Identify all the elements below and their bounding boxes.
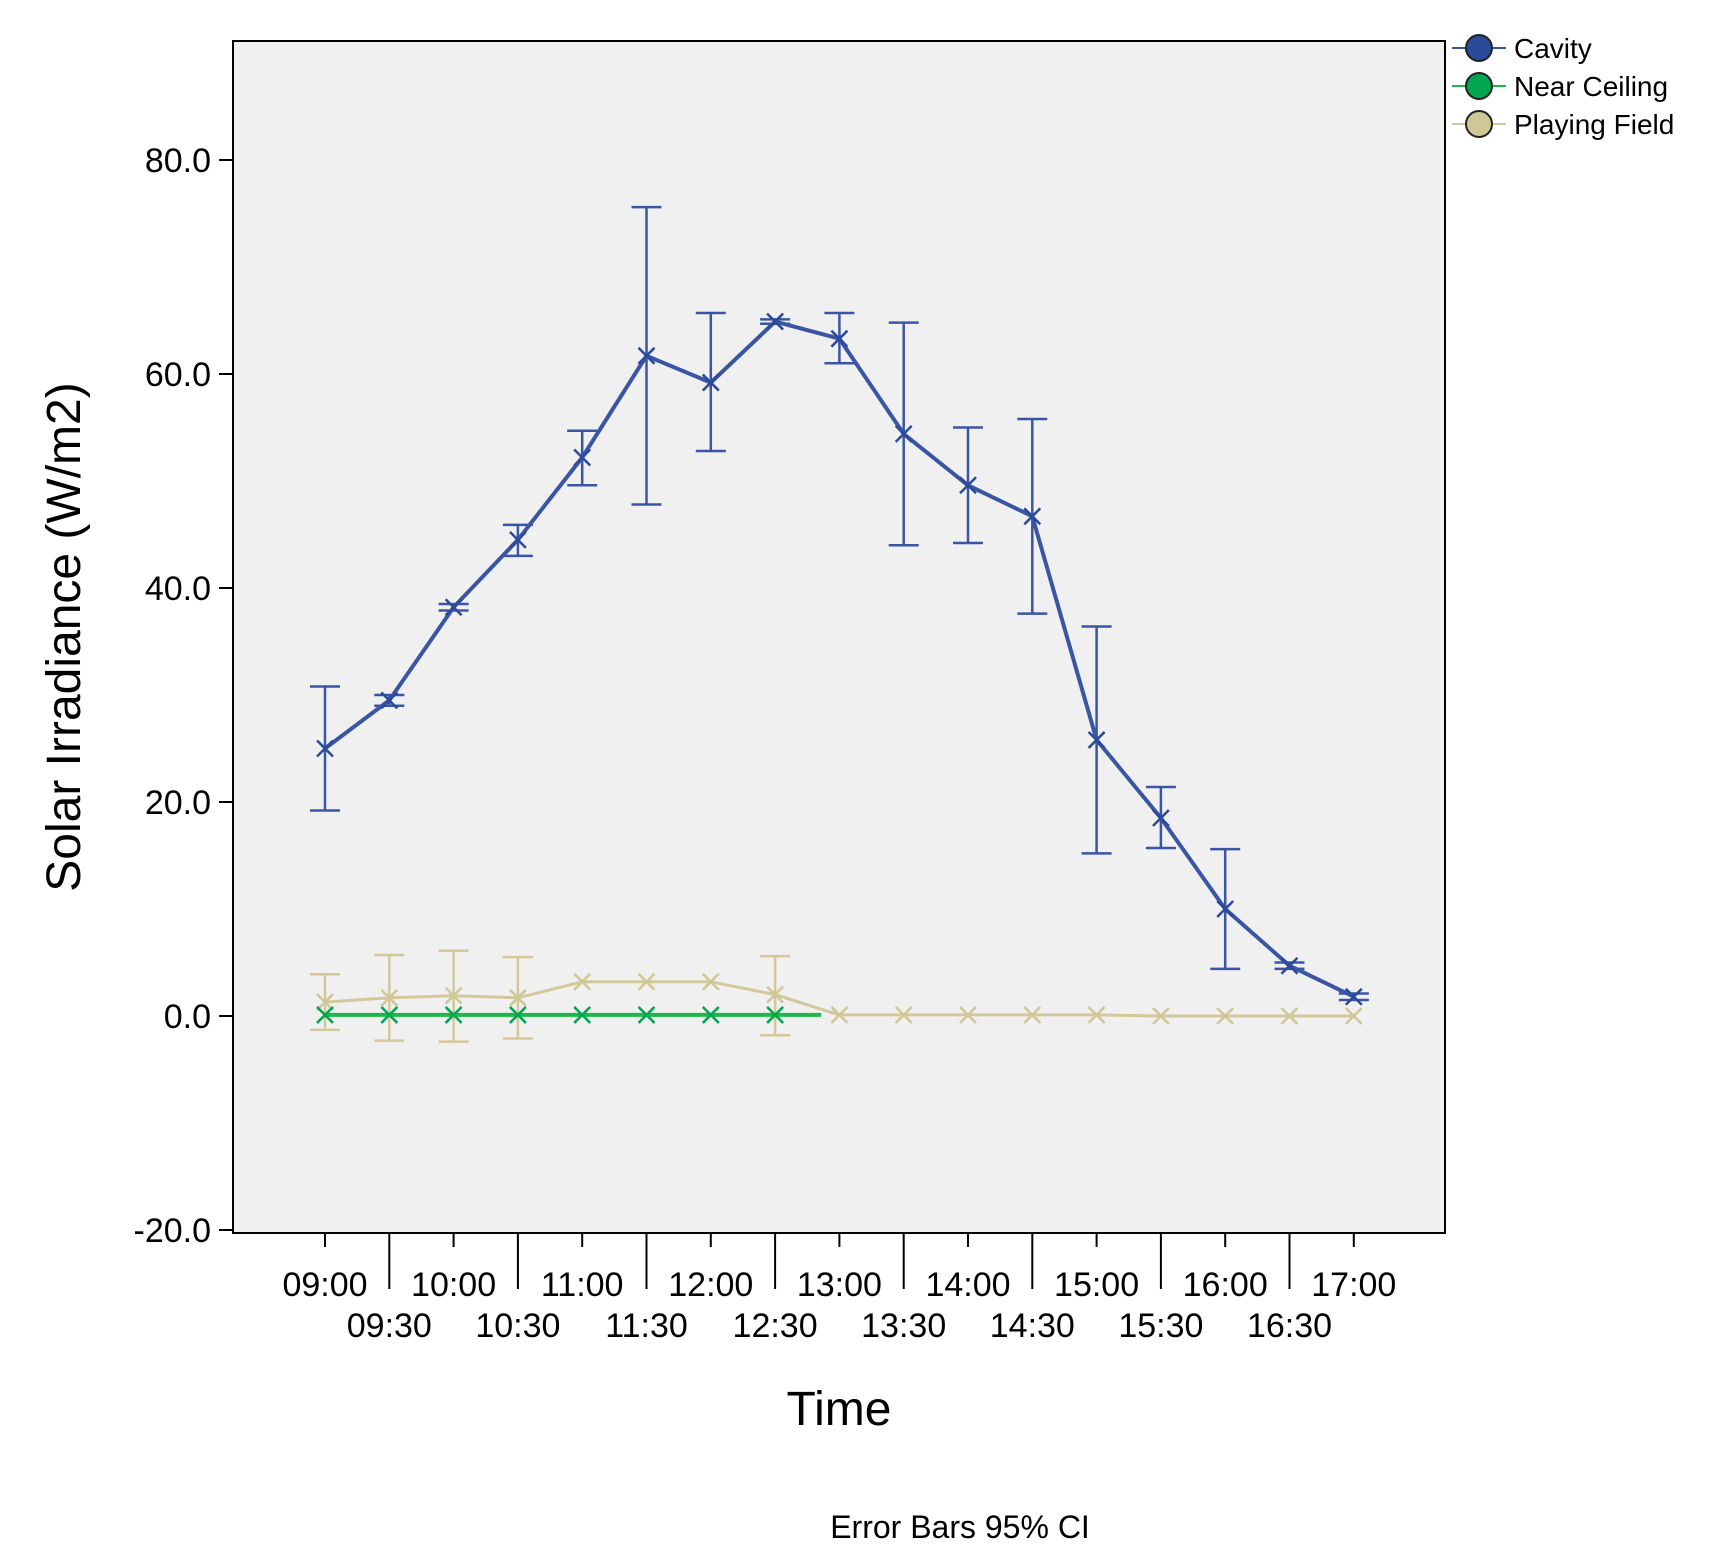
- data-point: [701, 972, 720, 991]
- y-tick-label: 20.0: [145, 784, 211, 822]
- data-point: [766, 985, 784, 1004]
- data-point: [573, 972, 592, 991]
- x-tick-label: 16:00: [1183, 1266, 1268, 1304]
- data-point: [1280, 1007, 1299, 1025]
- data-point: [444, 598, 463, 617]
- x-tick-label: 11:00: [541, 1266, 624, 1304]
- data-point: [894, 1006, 913, 1024]
- series-playing-field: [310, 949, 1363, 1043]
- data-point: [701, 373, 720, 392]
- data-point: [509, 1006, 527, 1024]
- data-point: [637, 972, 656, 991]
- y-tick-label: 60.0: [145, 356, 211, 394]
- data-point: [766, 312, 784, 331]
- data-point: [959, 476, 977, 495]
- x-tick-label: 17:00: [1311, 1266, 1396, 1304]
- x-tick-label: 11:30: [605, 1307, 688, 1345]
- data-point: [509, 530, 527, 549]
- data-point: [1087, 1006, 1106, 1024]
- x-tick-label: 13:30: [861, 1307, 946, 1345]
- legend-label: Cavity: [1514, 33, 1592, 64]
- legend-marker: [1465, 72, 1493, 100]
- data-point: [637, 346, 656, 365]
- y-tick-label: 0.0: [164, 998, 211, 1036]
- data-point: [316, 1006, 334, 1024]
- data-point: [959, 1006, 977, 1024]
- y-axis-title: Solar Irradiance (W/m2): [38, 382, 91, 891]
- data-point: [1344, 987, 1363, 1006]
- x-tick-label: 13:00: [797, 1266, 882, 1304]
- data-point: [444, 1006, 463, 1024]
- legend-label: Near Ceiling: [1514, 71, 1668, 102]
- data-point: [637, 1006, 656, 1024]
- series-layer: [310, 205, 1369, 1043]
- x-tick-label: 14:00: [925, 1266, 1010, 1304]
- data-point: [1216, 900, 1235, 918]
- data-point: [316, 993, 334, 1011]
- legend-label: Playing Field: [1514, 109, 1674, 140]
- error-bars-note: Error Bars 95% CI: [830, 1509, 1090, 1545]
- data-point: [1087, 731, 1106, 749]
- data-point: [766, 1006, 784, 1024]
- data-point: [1152, 809, 1170, 827]
- x-axis-title: Time: [787, 1383, 892, 1436]
- data-point: [444, 986, 463, 1005]
- data-point: [1216, 1007, 1235, 1025]
- data-point: [509, 988, 527, 1007]
- data-point: [380, 691, 399, 710]
- data-point: [1023, 1006, 1042, 1024]
- series-cavity: [310, 205, 1369, 1006]
- data-point: [894, 425, 913, 443]
- x-tick-label: 10:00: [411, 1266, 496, 1304]
- data-point: [1344, 1007, 1363, 1025]
- data-point: [573, 448, 592, 467]
- y-axis: -20.0 0.0 20.0 40.0 60.0 80.0: [134, 142, 233, 1250]
- x-tick-label: 14:30: [990, 1307, 1075, 1345]
- legend: Cavity Near Ceiling Playing Field: [1452, 33, 1674, 140]
- x-tick-label: 12:00: [668, 1266, 753, 1304]
- data-point: [1023, 507, 1042, 526]
- data-point: [316, 739, 334, 758]
- series-near-ceiling: [316, 1006, 822, 1024]
- data-point: [1280, 956, 1299, 975]
- x-tick-label: 10:30: [475, 1307, 560, 1345]
- x-tick-label: 15:00: [1054, 1266, 1139, 1304]
- data-point: [830, 329, 849, 348]
- data-point: [830, 1006, 849, 1024]
- y-tick-label: 40.0: [145, 570, 211, 608]
- legend-marker: [1465, 34, 1493, 62]
- x-tick-label: 09:30: [347, 1307, 432, 1345]
- x-tick-label: 09:00: [282, 1266, 367, 1304]
- data-point: [701, 1006, 720, 1024]
- legend-marker: [1465, 110, 1493, 138]
- data-point: [380, 1006, 399, 1024]
- data-point: [573, 1006, 592, 1024]
- x-axis: 09:0009:3010:0010:3011:0011:3012:0012:30…: [282, 1233, 1396, 1345]
- data-point: [1152, 1007, 1170, 1025]
- data-point: [380, 988, 399, 1007]
- x-tick-label: 16:30: [1247, 1307, 1332, 1345]
- y-tick-label: -20.0: [134, 1212, 212, 1250]
- x-tick-label: 15:30: [1118, 1307, 1203, 1345]
- x-tick-label: 12:30: [733, 1307, 818, 1345]
- y-tick-label: 80.0: [145, 142, 211, 180]
- plot-area-background: [232, 40, 1446, 1234]
